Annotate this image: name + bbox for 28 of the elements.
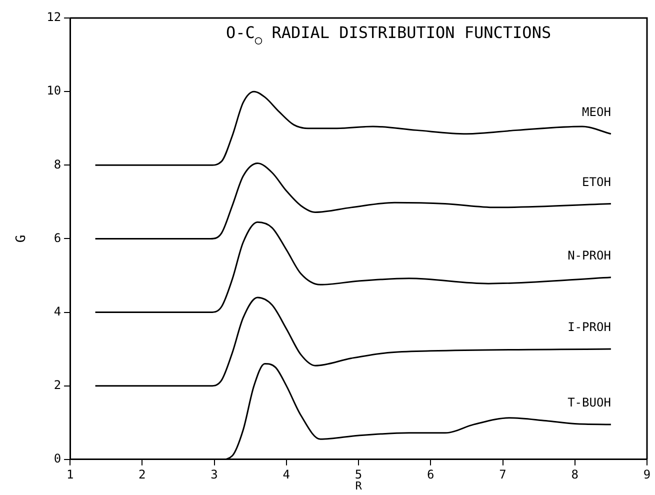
series-label: N-PROH — [568, 248, 611, 262]
x-tick-label: 8 — [571, 468, 578, 482]
line-series — [94, 90, 612, 166]
series-label: I-PROH — [568, 320, 611, 334]
x-tick-label: 9 — [643, 468, 651, 482]
x-axis-title: R — [355, 479, 362, 492]
series-label: MEOH — [582, 104, 611, 119]
line-series — [94, 162, 612, 240]
x-tick-label: 6 — [427, 468, 434, 482]
x-tick-label: 3 — [210, 468, 218, 482]
y-tick-label: 0 — [54, 452, 62, 466]
x-tick-label: 5 — [354, 468, 362, 482]
y-tick-label: 8 — [54, 157, 62, 172]
text: O-C○ RADIAL DISTRIBUTION FUNCTIONS — [226, 23, 552, 47]
series-label: ETOH — [582, 174, 611, 189]
x-tick-label: 4 — [282, 468, 290, 482]
line-series — [94, 296, 612, 387]
y-tick-label: 4 — [54, 304, 62, 318]
series-label: T-BUOH — [568, 395, 611, 410]
x-tick-label: 7 — [499, 468, 506, 482]
x-tick-label: 1 — [66, 468, 74, 482]
y-tick-label: 12 — [46, 10, 62, 24]
x-tick-label: 2 — [138, 468, 146, 482]
y-tick-label: 10 — [46, 84, 62, 98]
line-series — [94, 221, 612, 314]
y-tick-label: 2 — [54, 378, 62, 392]
y-axis-title: G — [14, 234, 30, 243]
y-tick-label: 6 — [54, 230, 62, 245]
